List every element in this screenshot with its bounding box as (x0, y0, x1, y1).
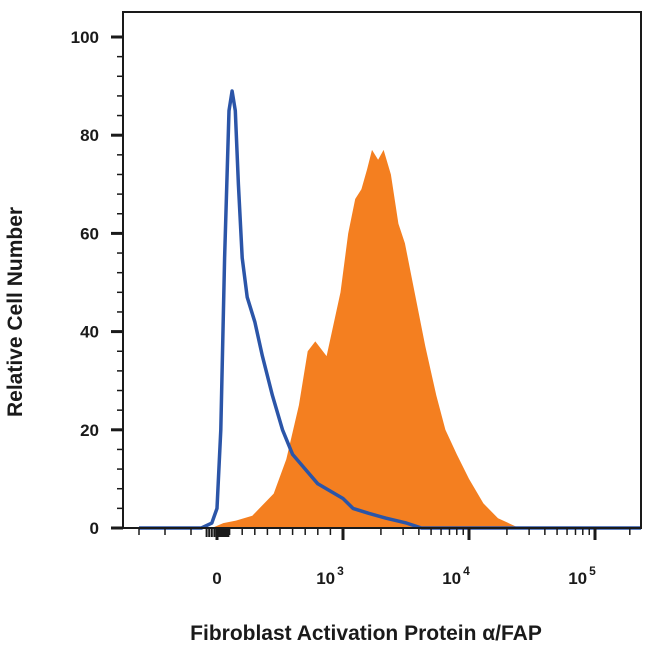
histogram-fill-series (139, 149, 641, 528)
y-tick-label: 80 (80, 126, 99, 145)
series-layer (139, 89, 641, 530)
x-tick-label: 10 3 (316, 564, 344, 588)
plot-frame (122, 11, 642, 529)
y-tick-label: 20 (80, 421, 99, 440)
x-tick-label: 10 5 (568, 564, 596, 588)
x-tick-label: 0 (212, 569, 221, 588)
y-tick-label: 40 (80, 323, 99, 342)
y-tick-label: 0 (90, 519, 99, 538)
x-axis-title: Fibroblast Activation Protein α/FAP (190, 622, 542, 645)
histogram-outline-series (139, 89, 641, 530)
x-tick-label: 10 4 (442, 564, 470, 588)
ticks-layer (111, 35, 631, 540)
y-axis-title: Relative Cell Number (4, 207, 27, 417)
y-tick-label: 60 (80, 224, 99, 243)
y-tick-label: 100 (71, 28, 99, 47)
